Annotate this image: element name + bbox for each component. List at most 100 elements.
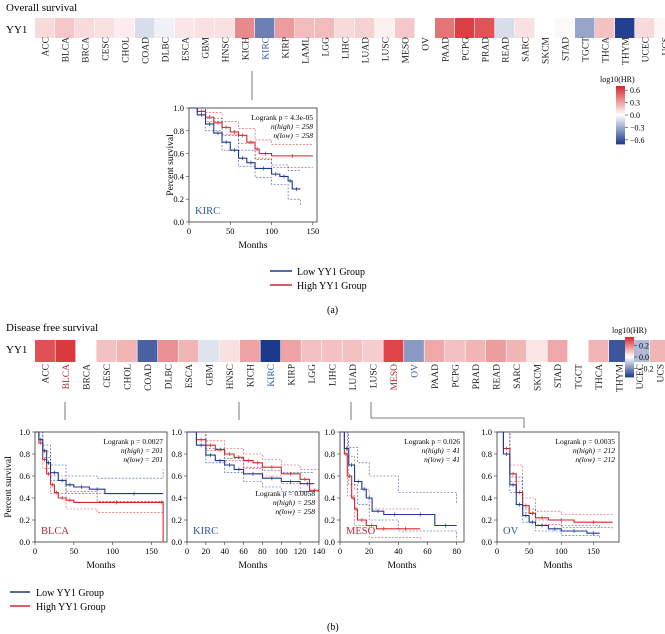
legend-gradient-step — [625, 350, 634, 353]
cancer-label-lihc: LIHC — [341, 37, 351, 59]
heatmap-cell-coad — [135, 18, 155, 38]
x-tick-label: 40 — [220, 546, 229, 556]
heatmap-cell-meso — [395, 18, 415, 38]
stat-line: n(high) = 41 — [422, 446, 460, 455]
dfs-blca-plot: 0.0 0.2 0.4 0.6 0.8 1.0 0 50 100 150 Months Percent… — [4, 427, 168, 571]
x-tick-label: 0 — [495, 546, 499, 556]
panel-b-caption: (b) — [327, 622, 339, 633]
heatmap-cell-pcpg — [445, 340, 465, 362]
stat-line: n(low) = 258 — [275, 507, 315, 516]
x-tick-label: 0 — [185, 546, 189, 556]
high-ci-lower — [187, 431, 320, 504]
high-survival-curve — [187, 431, 319, 491]
low-ci-lower — [340, 431, 458, 540]
legend-gradient-step — [625, 353, 634, 355]
legend-gradient-step — [616, 130, 625, 133]
x-axis-title: Months — [543, 561, 572, 571]
stat-line: Logrank p = 0.0035 — [555, 437, 615, 446]
x-tick-label: 60 — [239, 546, 248, 556]
stat-line: n(low) = 201 — [123, 455, 163, 464]
y-tick-label: 0.8 — [324, 449, 335, 459]
low-group-label: Low YY1 Group — [36, 588, 104, 599]
y-tick-label: 0.6 — [324, 471, 335, 481]
heatmap-cell-skcm — [527, 340, 547, 362]
heatmap-cell-sarc — [506, 340, 527, 362]
cancer-label-luad: LUAD — [361, 37, 371, 64]
panel-b-hr-legend: log10(HR) 0.2 0.0 −0.2 — [612, 326, 654, 378]
high-ci-upper — [189, 107, 313, 145]
legend-title: log10(HR) — [612, 326, 647, 335]
cancer-label-ov: OV — [411, 364, 421, 378]
cancer-label-lgg: LGG — [308, 364, 318, 384]
legend-gradient-step — [616, 116, 625, 120]
cancer-label-gbm: GBM — [206, 363, 216, 385]
legend-gradient-step — [616, 105, 625, 108]
y-tick-label: 0.4 — [324, 493, 335, 503]
heatmap-cell-hnsc — [219, 340, 240, 362]
panel-a-hr-legend: log10(HR) 0.6 0.3 0.0 −0.3 −0.6 — [600, 75, 645, 145]
legend-gradient-step — [625, 342, 634, 345]
legend-gradient-step — [616, 115, 625, 118]
legend-gradient-step — [616, 134, 625, 137]
cancer-label-pcpg: PCPG — [461, 37, 471, 61]
os-kirc-plot: 0.0 0.2 0.4 0.6 0.8 1.0 0 50 100 150 Months Percent… — [166, 103, 319, 251]
legend-gradient-step — [616, 120, 625, 124]
cancer-label-chol: CHOL — [124, 364, 134, 390]
y-tick-label: 0.2 — [481, 515, 492, 525]
y-tick-label: 0.2 — [171, 515, 182, 525]
legend-gradient-step — [616, 128, 625, 131]
panel-b-curve-legend: Low YY1 Group High YY1 Group — [10, 588, 106, 613]
cancer-label-blca: BLCA — [62, 364, 72, 389]
heatmap-cell-kirp — [281, 340, 301, 362]
y-tick-label: 1.0 — [481, 427, 492, 437]
legend-gradient-step — [625, 358, 634, 361]
heatmap-cell-luad — [355, 18, 375, 38]
heatmap-cell-lihc — [335, 18, 355, 38]
y-tick-label: 0.0 — [324, 537, 335, 547]
panel-b-connectors — [64, 402, 525, 428]
legend-gradient-step — [625, 343, 634, 346]
panel-b-heatmap: ACC BLCA BRCA CESC CHOL COAD DLBC ESCA GBM HNSC KI… — [35, 340, 665, 392]
cancer-label-lihc: LIHC — [329, 364, 339, 386]
legend-gradient-step — [616, 132, 625, 135]
heatmap-cell-coad — [137, 340, 158, 362]
heatmap-cell-stad — [555, 18, 575, 38]
plot-frame — [339, 431, 465, 543]
legend-gradient-step — [625, 339, 634, 342]
dfs-meso-plot: 0.0 0.2 0.4 0.6 0.8 1.0 0 20 40 60 80 Months Logrank… — [324, 427, 465, 571]
cancer-label-lusc: LUSC — [370, 364, 380, 388]
legend-gradient-step — [616, 93, 625, 97]
legend-gradient-step — [616, 89, 625, 93]
legend-gradient-step — [616, 95, 625, 98]
plot-cancer-title: MESO — [346, 526, 376, 537]
cancer-label-cesc: CESC — [101, 37, 111, 61]
heatmap-cell-read — [486, 340, 506, 362]
cancer-label-esca: ESCA — [185, 364, 195, 388]
y-tick-label: 0.2 — [19, 515, 30, 525]
legend-gradient-step — [625, 365, 634, 367]
cancer-label-kich: KICH — [247, 364, 257, 387]
x-tick-label: 80 — [452, 546, 461, 556]
plot-cancer-title: KIRC — [195, 206, 220, 217]
heatmap-cell-lgg — [301, 340, 322, 362]
legend-gradient-step — [616, 97, 625, 100]
cancer-label-kich: KICH — [241, 37, 251, 60]
stat-line: n(high) = 201 — [121, 446, 163, 455]
heatmap-cell-blca — [55, 340, 76, 362]
y-tick-label: 0.2 — [324, 515, 335, 525]
low-ci-upper — [35, 431, 164, 479]
heatmap-cell-kirc — [255, 18, 275, 38]
y-tick-label: 0.8 — [171, 449, 182, 459]
legend-gradient-step — [616, 107, 625, 110]
x-tick-label: 150 — [587, 546, 600, 556]
cancer-label-dlbc: DLBC — [165, 364, 175, 389]
cancer-label-thym: THYM — [616, 363, 626, 392]
cancer-label-pcpg: PCPG — [452, 364, 462, 388]
legend-gradient-step — [616, 136, 625, 139]
y-tick-label: 0.8 — [481, 449, 492, 459]
cancer-label-stad: STAD — [554, 364, 564, 388]
x-tick-label: 60 — [423, 546, 432, 556]
plot-frame — [496, 431, 620, 543]
legend-gradient-step — [625, 373, 634, 375]
heatmap-cell-esca — [175, 18, 195, 38]
